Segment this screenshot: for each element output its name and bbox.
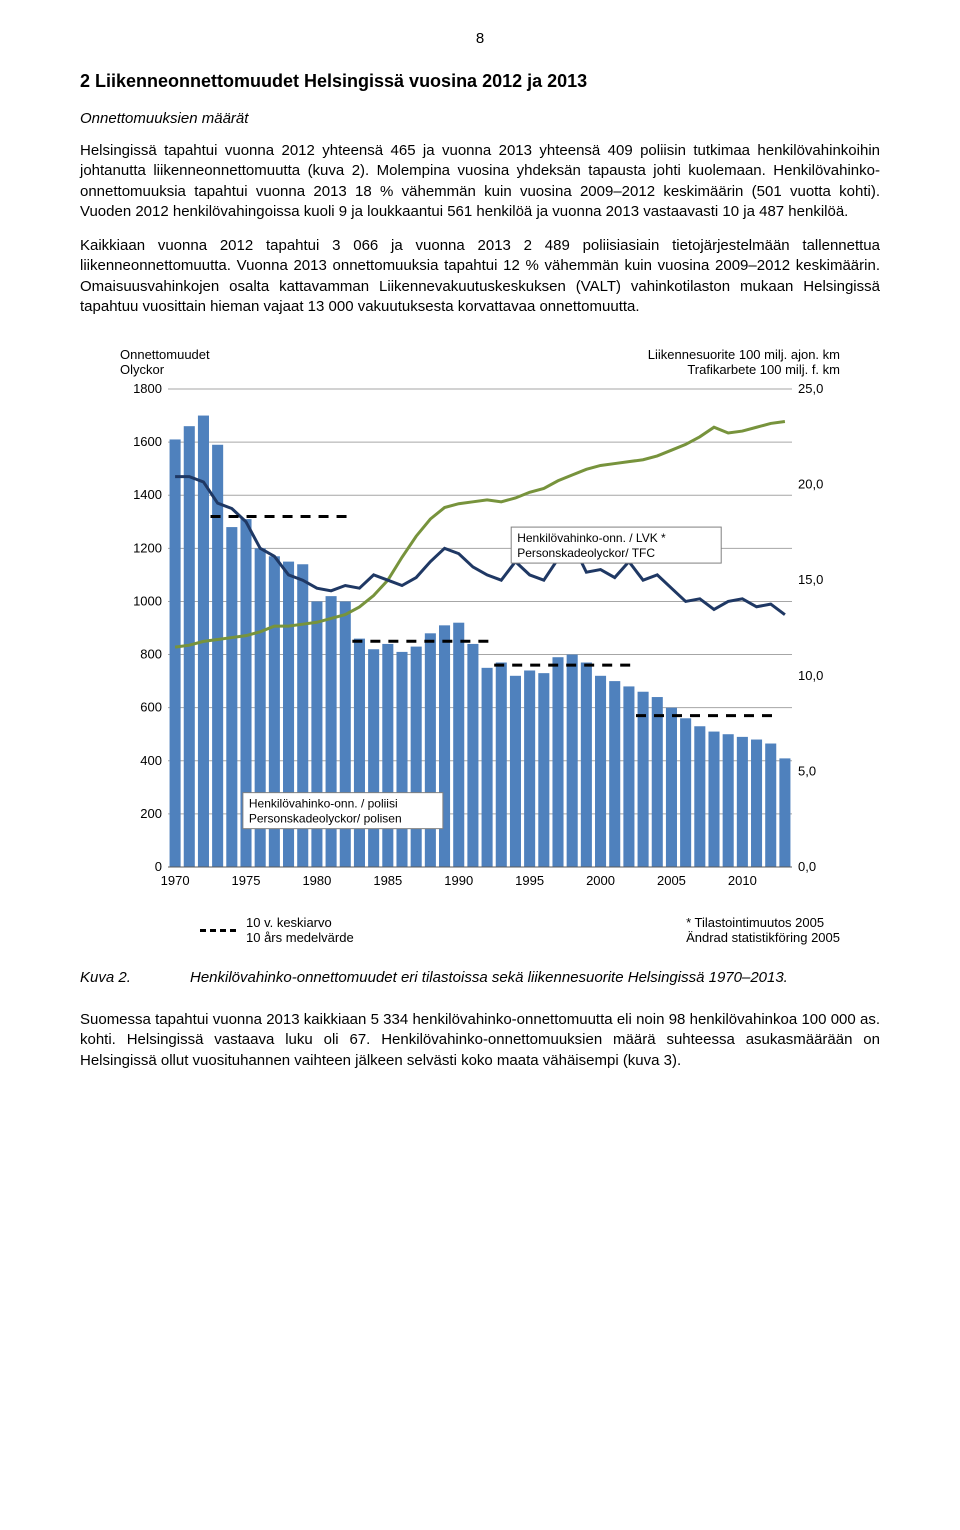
section-heading: 2 Liikenneonnettomuudet Helsingissä vuos…	[80, 71, 880, 92]
y-left-title-1: Onnettomuudet	[120, 347, 210, 362]
figure-label: Kuva 2.	[80, 969, 150, 986]
svg-text:1975: 1975	[232, 873, 261, 888]
y-left-title-2: Olyckor	[120, 362, 164, 377]
svg-text:800: 800	[140, 647, 162, 662]
legend-dash-2: 10 års medelvärde	[246, 930, 354, 945]
svg-text:1985: 1985	[373, 873, 402, 888]
svg-text:1600: 1600	[133, 434, 162, 449]
figure-caption: Kuva 2. Henkilövahinko-onnettomuudet eri…	[80, 969, 880, 986]
svg-text:0,0: 0,0	[798, 859, 816, 874]
chart-container: Onnettomuudet Olyckor Liikennesuorite 10…	[120, 347, 840, 945]
legend-dash-1: 10 v. keskiarvo	[246, 915, 332, 930]
svg-text:1400: 1400	[133, 487, 162, 502]
chart-axis-titles: Onnettomuudet Olyckor Liikennesuorite 10…	[120, 347, 840, 377]
svg-text:400: 400	[140, 753, 162, 768]
figure-text: Henkilövahinko-onnettomuudet eri tilasto…	[190, 969, 880, 986]
svg-text:Henkilövahinko-onn. / poliisi: Henkilövahinko-onn. / poliisi	[249, 797, 398, 811]
page: 8 2 Liikenneonnettomuudet Helsingissä vu…	[0, 0, 960, 1125]
svg-text:0: 0	[155, 859, 162, 874]
paragraph-3: Suomessa tapahtui vuonna 2013 kaikkiaan …	[80, 1010, 880, 1071]
svg-text:1990: 1990	[444, 873, 473, 888]
legend-note: * Tilastointimuutos 2005 Ändrad statisti…	[686, 915, 840, 945]
svg-text:1000: 1000	[133, 593, 162, 608]
y-right-title-1: Liikennesuorite 100 milj. ajon. km	[648, 347, 840, 362]
legend-dash: 10 v. keskiarvo 10 års medelvärde	[200, 915, 354, 945]
svg-text:25,0: 25,0	[798, 383, 823, 396]
svg-text:10,0: 10,0	[798, 668, 823, 683]
svg-text:200: 200	[140, 806, 162, 821]
svg-text:Henkilövahinko-onn. / LVK *: Henkilövahinko-onn. / LVK *	[517, 531, 666, 545]
svg-text:15,0: 15,0	[798, 572, 823, 587]
svg-text:2005: 2005	[657, 873, 686, 888]
svg-text:1970: 1970	[161, 873, 190, 888]
svg-text:2000: 2000	[586, 873, 615, 888]
svg-text:20,0: 20,0	[798, 477, 823, 492]
legend-note-1: * Tilastointimuutos 2005	[686, 915, 824, 930]
legend-below: 10 v. keskiarvo 10 års medelvärde * Tila…	[200, 915, 840, 945]
svg-text:Personskadeolyckor/ TFC: Personskadeolyckor/ TFC	[517, 546, 655, 560]
chart-svg: 0 200 400 600 800 1000 1200 1400 1600 1800 0,0 5,0 1…	[120, 383, 840, 903]
section-subheading: Onnettomuuksien määrät	[80, 110, 880, 127]
paragraph-2: Kaikkiaan vuonna 2012 tapahtui 3 066 ja …	[80, 236, 880, 317]
svg-text:5,0: 5,0	[798, 763, 816, 778]
svg-text:1995: 1995	[515, 873, 544, 888]
svg-text:Personskadeolyckor/ polisen: Personskadeolyckor/ polisen	[249, 812, 402, 826]
y-right-title-2: Trafikarbete 100 milj. f. km	[687, 362, 840, 377]
svg-text:1980: 1980	[302, 873, 331, 888]
legend-note-2: Ändrad statistikföring 2005	[686, 930, 840, 945]
paragraph-1: Helsingissä tapahtui vuonna 2012 yhteens…	[80, 141, 880, 222]
dash-swatch	[200, 929, 236, 932]
svg-text:600: 600	[140, 700, 162, 715]
page-number: 8	[80, 30, 880, 47]
svg-text:1200: 1200	[133, 540, 162, 555]
svg-text:1800: 1800	[133, 383, 162, 396]
svg-text:2010: 2010	[728, 873, 757, 888]
